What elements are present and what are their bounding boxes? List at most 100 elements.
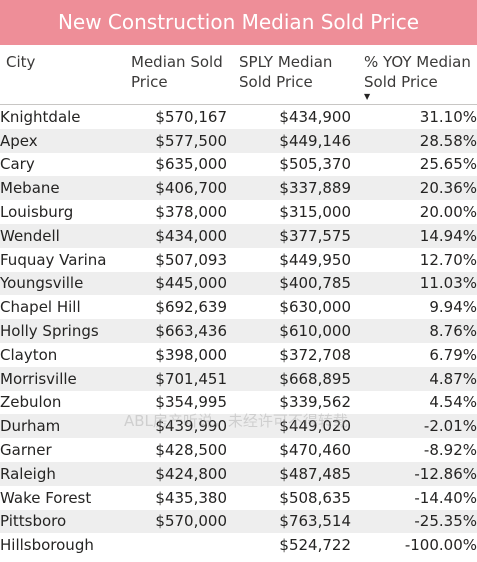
page-title: New Construction Median Sold Price — [0, 0, 477, 45]
cell-yoy-median: -14.40% — [414, 488, 477, 507]
table-row[interactable]: Chapel Hill $692,639 $630,000 9.94% — [0, 295, 477, 319]
table-row[interactable]: Youngsville $445,000 $400,785 11.03% — [0, 271, 477, 296]
cell-yoy-median: 31.10% — [419, 107, 477, 126]
cell-city: Knightdale — [0, 107, 81, 126]
table-row[interactable]: Holly Springs $663,436 $610,000 8.76% — [0, 319, 477, 343]
column-header-sply-line1: SPLY Median — [239, 53, 333, 71]
cell-median-sold-price: $439,990 — [125, 414, 227, 439]
column-header-median-line1: Median Sold — [131, 53, 223, 71]
cell-sply-median: $337,889 — [227, 176, 351, 201]
table-row[interactable]: Apex $577,500 $449,146 28.58% — [0, 128, 477, 153]
column-header-sply-median[interactable]: SPLY Median Sold Price — [239, 52, 357, 92]
cell-yoy-median: 28.58% — [351, 128, 477, 153]
data-table: Knightdale $570,167 $434,900 31.10% Apex $577… — [0, 105, 477, 557]
cell-sply-median: $505,370 — [279, 155, 351, 174]
cell-sply-median: $449,146 — [227, 128, 351, 153]
cell-median-sold-price: $663,436 — [125, 319, 227, 343]
cell-city: Durham — [0, 414, 125, 439]
table-row[interactable]: Mebane $406,700 $337,889 20.36% — [0, 176, 477, 201]
column-header-median-sold-price[interactable]: Median Sold Price — [131, 52, 233, 92]
cell-yoy-median: 25.65% — [419, 155, 477, 174]
table-row[interactable]: Morrisville $701,451 $668,895 4.87% — [0, 366, 477, 391]
cell-city: Apex — [0, 128, 125, 153]
cell-median-sold-price: $507,093 — [155, 250, 227, 269]
table-row[interactable]: Cary $635,000 $505,370 25.65% — [0, 153, 477, 177]
cell-city: Wake Forest — [0, 488, 92, 507]
table-row[interactable]: Hillsborough $524,722 -100.00% — [0, 533, 477, 557]
cell-median-sold-price: $692,639 — [155, 298, 227, 317]
cell-sply-median: $763,514 — [227, 509, 351, 534]
cell-median-sold-price: $577,500 — [125, 128, 227, 153]
table-row[interactable]: Fuquay Varina $507,093 $449,950 12.70% — [0, 248, 477, 272]
table-row[interactable]: Wake Forest $435,380 $508,635 -14.40% — [0, 486, 477, 510]
cell-sply-median: $610,000 — [227, 319, 351, 343]
table-row[interactable]: Pittsboro $570,000 $763,514 -25.35% — [0, 509, 477, 534]
cell-sply-median: $508,635 — [279, 488, 351, 507]
cell-median-sold-price: $635,000 — [155, 155, 227, 174]
cell-sply-median: $449,020 — [227, 414, 351, 439]
cell-yoy-median: 6.79% — [429, 345, 477, 364]
cell-median-sold-price: $406,700 — [125, 176, 227, 201]
cell-median-sold-price: $570,167 — [155, 107, 227, 126]
cell-sply-median: $630,000 — [279, 298, 351, 317]
cell-city: Garner — [0, 441, 52, 460]
cell-sply-median: $372,708 — [279, 345, 351, 364]
sort-descending-icon[interactable]: ▼ — [364, 92, 371, 101]
cell-city: Youngsville — [0, 271, 125, 296]
cell-median-sold-price: $378,000 — [155, 203, 227, 222]
cell-sply-median: $487,485 — [227, 461, 351, 486]
cell-yoy-median: 8.76% — [351, 319, 477, 343]
cell-median-sold-price: $424,800 — [125, 461, 227, 486]
cell-yoy-median: -25.35% — [351, 509, 477, 534]
column-header-sply-line2: Sold Price — [239, 73, 313, 91]
cell-yoy-median: 14.94% — [351, 223, 477, 248]
cell-city: Chapel Hill — [0, 298, 81, 317]
cell-yoy-median: -100.00% — [404, 536, 477, 555]
cell-city: Pittsboro — [0, 509, 125, 534]
cell-yoy-median: 4.87% — [351, 366, 477, 391]
cell-yoy-median: 4.54% — [429, 393, 477, 412]
cell-yoy-median: 11.03% — [351, 271, 477, 296]
cell-median-sold-price: $398,000 — [155, 345, 227, 364]
cell-yoy-median: -12.86% — [351, 461, 477, 486]
cell-yoy-median: 20.00% — [419, 203, 477, 222]
cell-sply-median: $400,785 — [227, 271, 351, 296]
table-header: City Median Sold Price SPLY Median Sold … — [0, 52, 477, 105]
cell-city: Wendell — [0, 223, 125, 248]
cell-city: Holly Springs — [0, 319, 125, 343]
cell-yoy-median: 9.94% — [429, 298, 477, 317]
table-row[interactable]: Garner $428,500 $470,460 -8.92% — [0, 438, 477, 462]
table-row[interactable]: Knightdale $570,167 $434,900 31.10% — [0, 105, 477, 129]
cell-median-sold-price: $435,380 — [155, 488, 227, 507]
cell-yoy-median: 20.36% — [351, 176, 477, 201]
cell-median-sold-price: $428,500 — [155, 441, 227, 460]
column-header-yoy-line2: Sold Price — [364, 73, 438, 91]
table-row[interactable]: Clayton $398,000 $372,708 6.79% — [0, 343, 477, 367]
table-row[interactable]: Raleigh $424,800 $487,485 -12.86% — [0, 461, 477, 486]
column-header-city-label: City — [6, 53, 36, 71]
cell-city: Morrisville — [0, 366, 125, 391]
cell-median-sold-price: $570,000 — [125, 509, 227, 534]
cell-city: Louisburg — [0, 203, 74, 222]
cell-median-sold-price — [125, 533, 227, 557]
table-row[interactable]: Durham $439,990 $449,020 -2.01% — [0, 414, 477, 439]
cell-city: Zebulon — [0, 393, 62, 412]
cell-sply-median: $434,900 — [279, 107, 351, 126]
cell-yoy-median: 12.70% — [419, 250, 477, 269]
cell-sply-median: $470,460 — [279, 441, 351, 460]
column-header-city[interactable]: City — [6, 52, 35, 72]
column-header-yoy-median[interactable]: % YOY Median Sold Price — [364, 52, 476, 92]
table-row[interactable]: Wendell $434,000 $377,575 14.94% — [0, 223, 477, 248]
cell-city: Cary — [0, 155, 35, 174]
cell-median-sold-price: $354,995 — [155, 393, 227, 412]
table-row[interactable]: Louisburg $378,000 $315,000 20.00% — [0, 200, 477, 224]
cell-city: Raleigh — [0, 461, 125, 486]
cell-median-sold-price: $445,000 — [125, 271, 227, 296]
cell-city: Fuquay Varina — [0, 250, 107, 269]
cell-sply-median: $315,000 — [279, 203, 351, 222]
table-row[interactable]: Zebulon $354,995 $339,562 4.54% — [0, 391, 477, 415]
cell-city: Hillsborough — [0, 536, 94, 555]
cell-sply-median: $377,575 — [227, 223, 351, 248]
cell-sply-median: $668,895 — [227, 366, 351, 391]
cell-sply-median: $449,950 — [279, 250, 351, 269]
